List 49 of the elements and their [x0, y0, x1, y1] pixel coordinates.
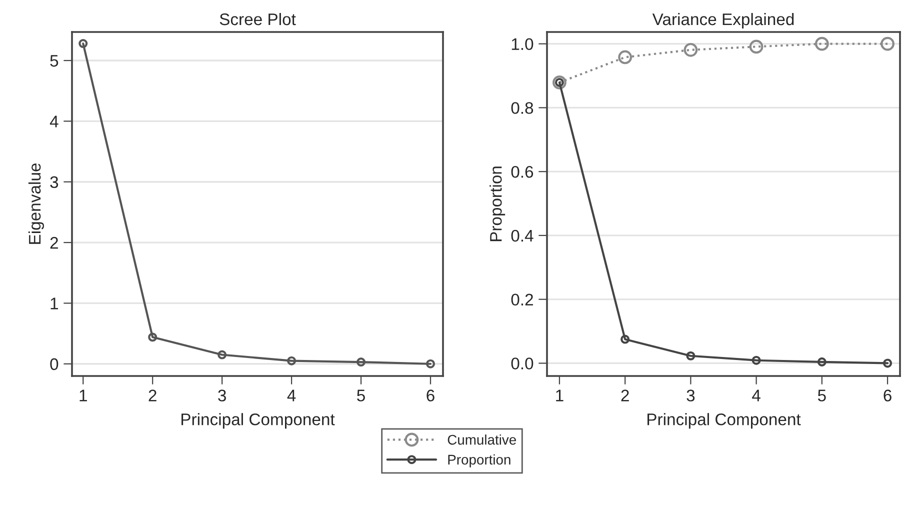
legend-label: Cumulative: [448, 434, 516, 445]
y-tick-label: 1.0: [512, 38, 534, 50]
x-tick-label: 4: [287, 390, 296, 402]
x-axis-title: Principal Component: [648, 413, 801, 429]
x-tick-label: 3: [218, 390, 226, 402]
x-tick-label: 2: [148, 390, 156, 402]
x-tick-label: 1: [556, 390, 564, 402]
point: [880, 36, 894, 51]
x-tick-label: 5: [357, 390, 365, 402]
point: [148, 332, 158, 342]
point: [752, 356, 761, 365]
y-tick-label: 0.8: [511, 102, 534, 114]
y-tick-label: 2: [50, 236, 58, 249]
y-tick-label: 0.0: [511, 358, 534, 370]
point: [686, 351, 696, 360]
point: [817, 357, 826, 366]
y-tick-label: 1: [50, 298, 58, 310]
y-tick-label: 0.2: [511, 294, 533, 306]
y-tick-label: 0.4: [511, 230, 534, 242]
point: [552, 76, 566, 90]
point: [78, 39, 88, 48]
x-axis-title: Principal Component: [182, 413, 335, 429]
x-tick-label: 1: [80, 390, 87, 402]
point: [684, 42, 698, 57]
point: [618, 50, 632, 64]
point: [218, 350, 227, 360]
y-tick-label: 4: [50, 116, 58, 128]
chart-title: Scree Plot: [220, 12, 296, 26]
x-tick-label: 3: [686, 390, 695, 402]
y-tick-label: 3: [50, 176, 58, 188]
point: [883, 358, 892, 368]
point: [814, 36, 829, 51]
x-tick-label: 6: [884, 390, 892, 402]
x-tick-label: 2: [621, 390, 629, 402]
x-tick-label: 4: [752, 390, 760, 402]
point: [749, 40, 764, 54]
x-tick-label: 5: [818, 390, 826, 402]
point: [287, 356, 296, 366]
chart-title: Variance Explained: [652, 12, 794, 29]
point: [356, 358, 366, 367]
y-tick-label: 5: [50, 55, 58, 67]
y-tick-label: 0: [50, 358, 58, 370]
legend-label: Proportion: [448, 454, 510, 468]
point: [426, 359, 436, 368]
y-axis-title: Eigenvalue: [28, 164, 44, 244]
x-tick-label: 6: [426, 390, 434, 402]
point: [620, 334, 630, 344]
y-tick-label: 0.6: [511, 166, 534, 178]
y-axis-title: Proportion: [490, 166, 506, 242]
